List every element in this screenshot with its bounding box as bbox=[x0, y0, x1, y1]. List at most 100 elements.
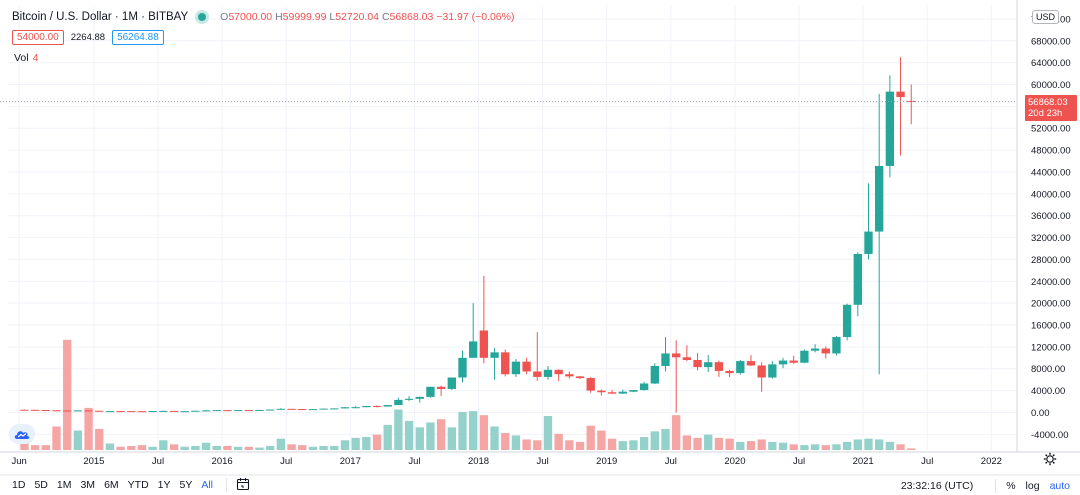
candle-body[interactable] bbox=[725, 370, 734, 374]
candle-body[interactable] bbox=[639, 383, 649, 391]
candle-body[interactable] bbox=[447, 377, 456, 389]
candle-body[interactable] bbox=[746, 361, 756, 366]
candle-body[interactable] bbox=[575, 376, 585, 379]
candle-body[interactable] bbox=[682, 357, 692, 360]
candle-body[interactable] bbox=[233, 410, 243, 412]
calendar-icon[interactable] bbox=[236, 477, 250, 491]
currency-button[interactable]: USD bbox=[1032, 10, 1060, 24]
volume-legend[interactable]: Vol 4 bbox=[14, 52, 38, 64]
candle-body[interactable] bbox=[672, 353, 681, 358]
candle-body[interactable] bbox=[169, 410, 179, 412]
candle-body[interactable] bbox=[778, 360, 788, 365]
range-button-3m[interactable]: 3M bbox=[80, 479, 96, 491]
settings-gear-icon[interactable] bbox=[1043, 452, 1057, 466]
candle-body[interactable] bbox=[159, 410, 168, 412]
candle-body[interactable] bbox=[458, 357, 467, 378]
range-button-1d[interactable]: 1D bbox=[12, 479, 26, 491]
candle-body[interactable] bbox=[704, 362, 713, 368]
symbol-title[interactable]: Bitcoin / U.S. Dollar · 1M · BITBAY bbox=[12, 11, 189, 23]
candle-body[interactable] bbox=[244, 410, 253, 412]
candle-body[interactable] bbox=[554, 369, 563, 375]
candle-body[interactable] bbox=[116, 411, 125, 413]
candle-body[interactable] bbox=[501, 352, 510, 375]
candle-body[interactable] bbox=[201, 410, 211, 412]
candle-body[interactable] bbox=[821, 348, 830, 354]
candle-body[interactable] bbox=[714, 362, 724, 371]
range-button-6m[interactable]: 6M bbox=[104, 479, 119, 491]
candle-body[interactable] bbox=[768, 364, 777, 378]
candle-body[interactable] bbox=[800, 350, 809, 363]
candle-body[interactable] bbox=[148, 411, 157, 413]
candle-body[interactable] bbox=[73, 410, 83, 412]
candle-body[interactable] bbox=[415, 396, 424, 399]
candle-body[interactable] bbox=[842, 304, 852, 338]
candle-body[interactable] bbox=[693, 360, 702, 368]
candle-body[interactable] bbox=[607, 392, 617, 394]
candle-body[interactable] bbox=[757, 365, 766, 378]
candle-body[interactable] bbox=[522, 361, 531, 372]
candle-body[interactable] bbox=[907, 100, 916, 102]
candle-body[interactable] bbox=[832, 337, 841, 354]
candle-body[interactable] bbox=[875, 165, 884, 232]
candle-body[interactable] bbox=[618, 391, 627, 394]
candle-body[interactable] bbox=[276, 408, 286, 410]
candle-body[interactable] bbox=[650, 366, 659, 384]
candle-body[interactable] bbox=[63, 410, 72, 412]
candle-body[interactable] bbox=[404, 398, 414, 400]
candle-body[interactable] bbox=[95, 410, 104, 412]
candle-body[interactable] bbox=[864, 231, 873, 254]
candle-body[interactable] bbox=[351, 407, 360, 409]
candle-body[interactable] bbox=[372, 405, 382, 407]
candle-body[interactable] bbox=[362, 405, 371, 408]
candle-body[interactable] bbox=[84, 410, 93, 412]
candle-body[interactable] bbox=[533, 371, 542, 377]
candle-body[interactable] bbox=[223, 410, 232, 412]
candle-body[interactable] bbox=[340, 407, 350, 409]
candle-body[interactable] bbox=[629, 390, 638, 392]
range-button-1m[interactable]: 1M bbox=[56, 479, 72, 491]
candle-body[interactable] bbox=[191, 410, 200, 412]
candle-body[interactable] bbox=[479, 330, 489, 358]
candle-body[interactable] bbox=[810, 348, 820, 351]
tradingview-logo-icon[interactable] bbox=[9, 424, 35, 444]
candle-body[interactable] bbox=[661, 353, 670, 367]
candle-body[interactable] bbox=[394, 399, 403, 406]
candle-body[interactable] bbox=[41, 410, 50, 412]
log-scale-button[interactable]: log bbox=[1025, 480, 1040, 492]
range-button-1y[interactable]: 1Y bbox=[157, 479, 171, 491]
candle-body[interactable] bbox=[736, 361, 745, 374]
candle-body[interactable] bbox=[896, 91, 905, 98]
range-button-ytd[interactable]: YTD bbox=[127, 479, 149, 491]
range-button-all[interactable]: All bbox=[201, 479, 214, 491]
candle-body[interactable] bbox=[287, 408, 296, 410]
candle-body[interactable] bbox=[586, 378, 595, 391]
candle-body[interactable] bbox=[885, 91, 895, 166]
candle-body[interactable] bbox=[319, 408, 328, 410]
candle-body[interactable] bbox=[436, 386, 446, 389]
candle-body[interactable] bbox=[469, 341, 478, 358]
candle-body[interactable] bbox=[383, 405, 392, 407]
auto-scale-button[interactable]: auto bbox=[1049, 480, 1070, 492]
candle-body[interactable] bbox=[266, 409, 275, 411]
candle-body[interactable] bbox=[20, 409, 29, 411]
utc-clock[interactable]: 23:32:16 (UTC) bbox=[900, 480, 974, 492]
candle-body[interactable] bbox=[52, 410, 61, 412]
candle-body[interactable] bbox=[30, 409, 40, 411]
candle-body[interactable] bbox=[180, 411, 189, 413]
candle-body[interactable] bbox=[543, 369, 553, 377]
candle-body[interactable] bbox=[565, 374, 574, 377]
candle-body[interactable] bbox=[597, 390, 606, 393]
candle-body[interactable] bbox=[298, 409, 307, 411]
candle-body[interactable] bbox=[105, 411, 115, 413]
candle-body[interactable] bbox=[255, 410, 264, 412]
sell-button[interactable]: 54000.00 bbox=[12, 30, 64, 45]
candle-body[interactable] bbox=[330, 408, 339, 410]
range-button-5d[interactable]: 5D bbox=[34, 479, 48, 491]
range-button-5y[interactable]: 5Y bbox=[179, 479, 193, 491]
candle-body[interactable] bbox=[212, 410, 221, 412]
percent-scale-button[interactable]: % bbox=[1006, 480, 1016, 492]
candle-body[interactable] bbox=[137, 411, 147, 413]
buy-button[interactable]: 56264.88 bbox=[112, 30, 164, 45]
candle-body[interactable] bbox=[490, 352, 499, 358]
